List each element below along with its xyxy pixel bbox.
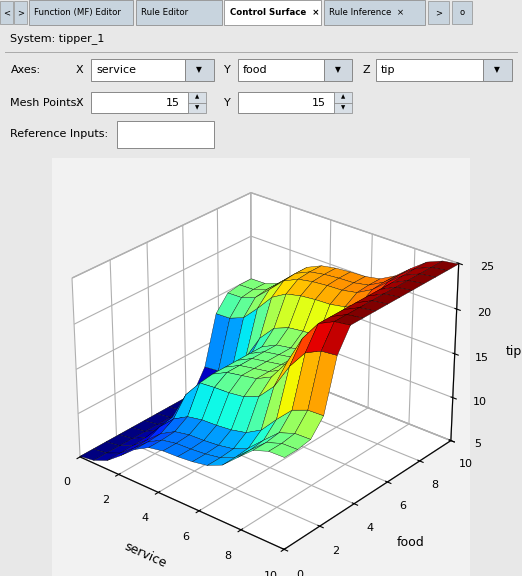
FancyBboxPatch shape [188,92,206,103]
Text: Control Surface  ×: Control Surface × [230,8,319,17]
FancyBboxPatch shape [324,59,352,81]
Text: Z: Z [363,65,371,75]
FancyBboxPatch shape [91,59,185,81]
FancyBboxPatch shape [483,59,512,81]
FancyBboxPatch shape [188,103,206,113]
Text: >: > [435,8,442,17]
Text: service: service [97,65,137,75]
FancyBboxPatch shape [0,1,13,24]
FancyBboxPatch shape [29,0,133,25]
FancyBboxPatch shape [334,92,352,103]
Text: Y: Y [224,97,231,108]
Text: 15: 15 [312,97,326,108]
Text: Reference Inputs:: Reference Inputs: [10,130,109,139]
FancyBboxPatch shape [428,1,449,24]
Text: X: X [76,97,84,108]
Text: food: food [243,65,267,75]
Text: Y: Y [224,65,231,75]
FancyBboxPatch shape [324,0,425,25]
Text: ▼: ▼ [195,105,199,111]
FancyBboxPatch shape [185,59,214,81]
FancyBboxPatch shape [238,59,324,81]
FancyBboxPatch shape [14,1,27,24]
X-axis label: service: service [122,540,168,570]
Text: ▼: ▼ [196,66,203,74]
Text: Mesh Points:: Mesh Points: [10,97,80,108]
Text: >: > [17,8,25,17]
Text: ▲: ▲ [195,94,199,100]
Text: Axes:: Axes: [10,65,41,75]
Text: Rule Editor: Rule Editor [141,8,188,17]
Y-axis label: food: food [396,536,424,549]
Text: System: tipper_1: System: tipper_1 [10,33,105,44]
FancyBboxPatch shape [91,92,188,113]
Text: o: o [459,8,465,17]
Text: ▼: ▼ [341,105,346,111]
FancyBboxPatch shape [238,92,334,113]
Text: ▼: ▼ [494,66,500,74]
Text: ▼: ▼ [335,66,341,74]
FancyBboxPatch shape [117,121,214,148]
FancyBboxPatch shape [334,103,352,113]
Text: 15: 15 [166,97,180,108]
Text: Rule Inference  ×: Rule Inference × [329,8,404,17]
FancyBboxPatch shape [376,59,483,81]
Text: tip: tip [381,65,396,75]
Text: Function (MF) Editor: Function (MF) Editor [34,8,121,17]
Text: X: X [76,65,84,75]
FancyBboxPatch shape [224,0,321,25]
Text: ▲: ▲ [341,94,346,100]
FancyBboxPatch shape [452,1,472,24]
Text: <: < [3,8,10,17]
FancyBboxPatch shape [136,0,222,25]
